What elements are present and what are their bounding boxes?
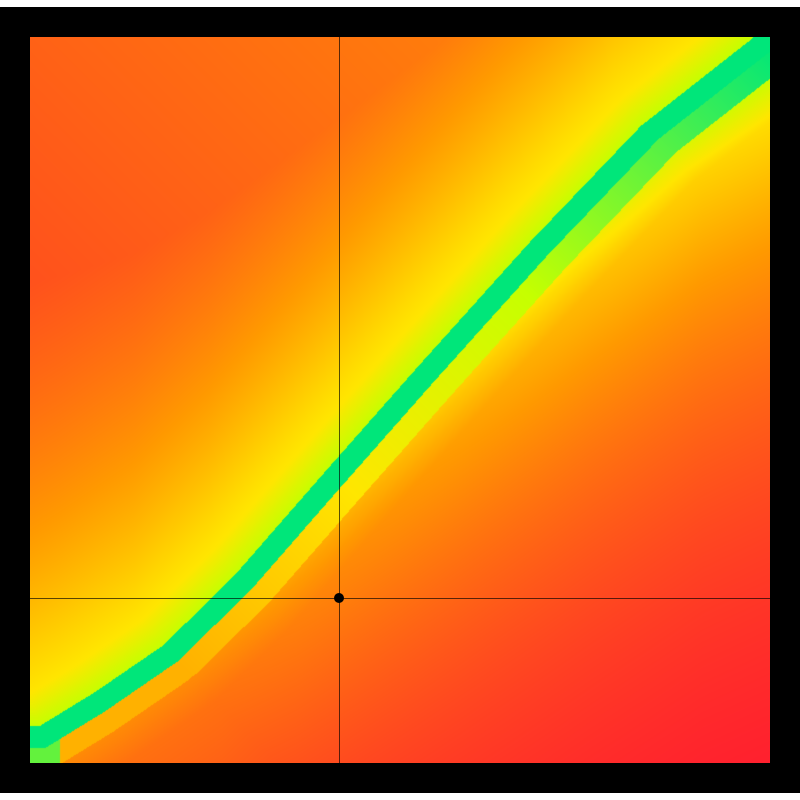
- crosshair-vertical: [339, 37, 340, 763]
- frame-border-bottom: [0, 763, 800, 793]
- crosshair-marker: [334, 593, 344, 603]
- frame-border-left: [0, 7, 30, 793]
- figure-container: TheBottleneck.com: [0, 0, 800, 800]
- frame-border-top: [0, 7, 800, 37]
- heatmap-canvas: [30, 37, 770, 763]
- crosshair-horizontal: [30, 598, 770, 599]
- frame-border-right: [770, 7, 800, 793]
- heatmap-plot-area: [30, 37, 770, 763]
